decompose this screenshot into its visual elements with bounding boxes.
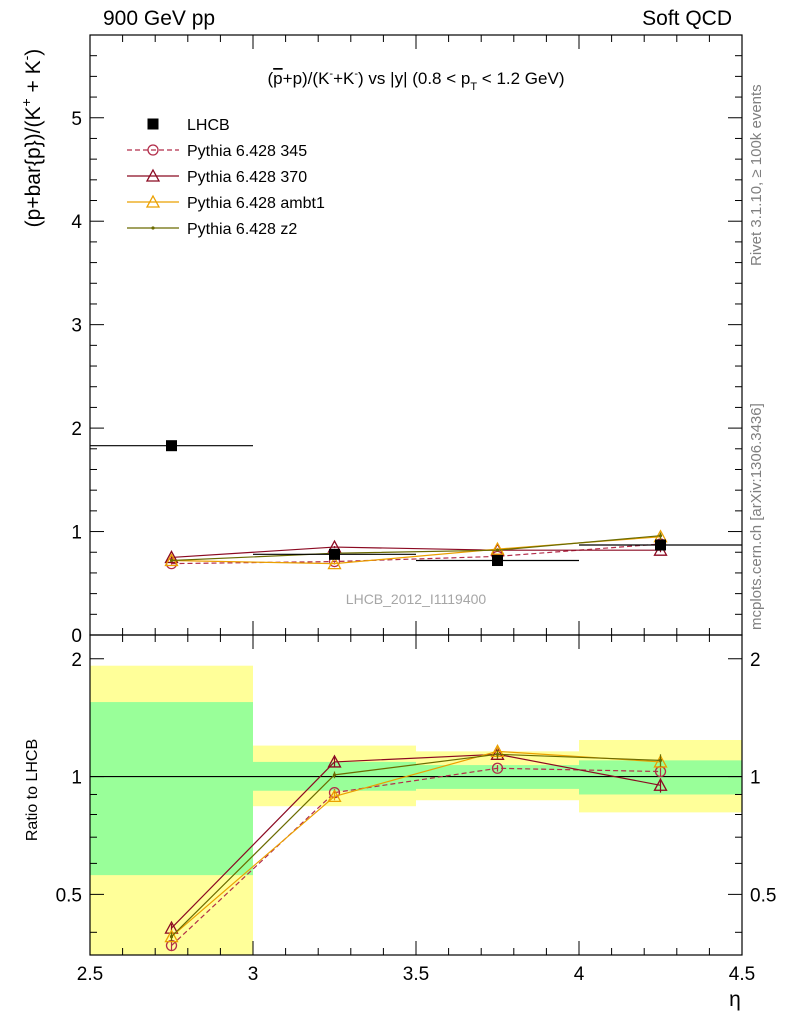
ratio-series-line (171, 753, 661, 938)
data-point (169, 558, 174, 563)
data-point (495, 548, 500, 552)
y-tick-label: 1 (71, 523, 82, 544)
process-label: Soft QCD (642, 7, 732, 30)
data-point (655, 539, 666, 551)
ratio-y-tick-label: 1 (71, 768, 82, 789)
main-series-group (90, 440, 742, 570)
legend-label: LHCB (187, 117, 230, 134)
ratio-data-point (169, 935, 174, 939)
ratio-data-point (327, 789, 342, 803)
series-line (171, 546, 661, 559)
legend-marker (145, 168, 161, 182)
ratio-data-point (653, 777, 668, 791)
ratio-y-tick-label-right: 1 (750, 768, 761, 789)
data-point (327, 556, 342, 570)
legend-entry-1: Pythia 6.428 345 (127, 143, 307, 160)
ratio-y-tick-label: 0.5 (56, 885, 82, 906)
legend-entry-0: LHCB (147, 117, 230, 134)
data-point (492, 555, 503, 567)
main-title: (p+p)/(K-+K-) vs |y| (0.8 < pT < 1.2 GeV… (268, 68, 565, 93)
y-tick-label: 3 (71, 316, 82, 337)
ratio-series-line (171, 750, 661, 938)
legend-entry-3: Pythia 6.428 ambt1 (127, 194, 325, 212)
legend-marker (151, 226, 155, 230)
legend-label: Pythia 6.428 ambt1 (187, 195, 325, 212)
data-point (166, 440, 177, 452)
axis-ticks: 2.5 3 3.5 4 4.5 0 1 2 3 4 5 0.5 0.5 1 1 2 2 (56, 34, 776, 985)
legend-marker (145, 194, 161, 208)
ratio-y-axis-label: Ratio to LHCB (24, 739, 41, 841)
ratio-data-point (164, 929, 179, 943)
ratio-series-pythia-6-428-z2 (169, 749, 663, 942)
legend-label: Pythia 6.428 370 (187, 169, 307, 186)
y-tick-label: 4 (71, 212, 82, 233)
y-tick-label: 0 (71, 626, 82, 647)
source-reference-label: mcplots.cern.ch [arXiv:1306.3436] (748, 403, 765, 630)
x-tick-label: 4 (574, 964, 585, 985)
ratio-y-tick-label-right: 0.5 (750, 885, 776, 906)
analysis-watermark: LHCB_2012_I1119400 (346, 591, 487, 607)
green-band-0 (90, 702, 253, 876)
ratio-data-point (653, 754, 668, 768)
legend-label: Pythia 6.428 z2 (187, 221, 297, 238)
series-pythia-6-428-z2 (169, 532, 663, 563)
data-point (658, 534, 663, 538)
legend-marker (147, 144, 159, 156)
ratio-series-group (164, 743, 668, 952)
x-axis-label: η (729, 988, 741, 1011)
data-point (329, 548, 340, 560)
pbar-symbol: p (273, 69, 282, 88)
data-point (164, 550, 179, 564)
series-line (171, 535, 661, 562)
rivet-version-label: Rivet 3.1.10, ≥ 100k events (748, 84, 765, 266)
main-y-axis-label: (p+bar{p})/(K+ + K-) (18, 49, 45, 228)
x-tick-label: 4.5 (729, 964, 755, 985)
ratio-y-tick-label-right: 2 (750, 650, 761, 671)
y-tick-label: 2 (71, 419, 82, 440)
x-tick-label: 3 (248, 964, 259, 985)
ratio-y-tick-label: 2 (71, 650, 82, 671)
ratio-data-point (327, 754, 342, 768)
legend: LHCB Pythia 6.428 345 Pythia 6.428 370 Pyth… (127, 117, 325, 238)
ratio-uncertainty-bands (90, 665, 742, 955)
ratio-data-point (491, 762, 504, 774)
legend-label: Pythia 6.428 345 (187, 143, 307, 160)
y-tick-label: 5 (71, 109, 82, 130)
series-lhcb (90, 440, 742, 567)
ratio-data-point (658, 758, 663, 762)
x-tick-label: 2.5 (77, 964, 103, 985)
x-tick-label: 3.5 (403, 964, 429, 985)
beam-energy-label: 900 GeV pp (103, 7, 216, 30)
ratio-series-line (171, 767, 661, 946)
ratio-data-point (495, 752, 500, 756)
data-point (490, 541, 505, 555)
ratio-data-point (332, 773, 337, 777)
ratio-data-point (490, 746, 505, 760)
legend-entry-4: Pythia 6.428 z2 (127, 221, 297, 238)
legend-marker (147, 118, 159, 130)
ratio-series-line (171, 753, 661, 929)
legend-entry-2: Pythia 6.428 370 (127, 168, 307, 186)
